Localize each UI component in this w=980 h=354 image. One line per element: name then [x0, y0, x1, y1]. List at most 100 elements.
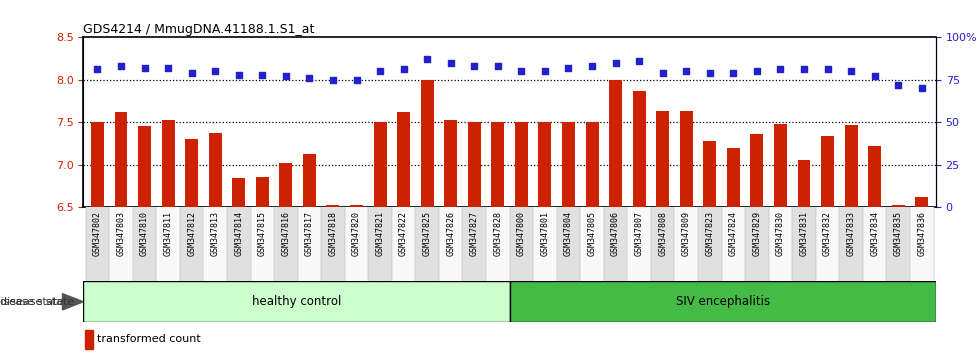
- Bar: [815, 207, 839, 281]
- Bar: [915, 197, 928, 207]
- Bar: [586, 122, 599, 207]
- Text: GSM347815: GSM347815: [258, 211, 267, 256]
- Point: [914, 85, 930, 91]
- Bar: [510, 281, 936, 322]
- Bar: [85, 330, 93, 349]
- Bar: [610, 80, 622, 207]
- Bar: [467, 122, 481, 207]
- Text: GSM347829: GSM347829: [753, 211, 761, 256]
- Bar: [326, 205, 339, 207]
- Text: GSM347814: GSM347814: [234, 211, 243, 256]
- Point: [514, 68, 529, 74]
- Bar: [157, 207, 180, 281]
- Bar: [345, 207, 368, 281]
- Point: [749, 68, 764, 74]
- Point: [372, 68, 388, 74]
- Text: transformed count: transformed count: [97, 334, 201, 344]
- Point: [208, 68, 223, 74]
- Bar: [420, 80, 433, 207]
- Bar: [845, 125, 858, 207]
- Bar: [185, 139, 198, 207]
- Text: GSM347813: GSM347813: [211, 211, 220, 256]
- Bar: [910, 207, 934, 281]
- Bar: [463, 207, 486, 281]
- Text: GSM347822: GSM347822: [399, 211, 408, 256]
- Point: [443, 60, 459, 65]
- Bar: [138, 126, 151, 207]
- Bar: [562, 122, 575, 207]
- Bar: [274, 207, 298, 281]
- Point: [255, 72, 270, 78]
- Point: [113, 63, 128, 69]
- Bar: [91, 122, 104, 207]
- Point: [136, 65, 152, 70]
- Bar: [627, 207, 651, 281]
- Bar: [180, 207, 204, 281]
- Point: [608, 60, 623, 65]
- Text: GSM347812: GSM347812: [187, 211, 196, 256]
- Bar: [368, 207, 392, 281]
- Text: healthy control: healthy control: [252, 295, 341, 308]
- Bar: [674, 207, 698, 281]
- Text: GSM347828: GSM347828: [493, 211, 503, 256]
- Point: [772, 67, 788, 72]
- Point: [655, 70, 670, 76]
- Point: [419, 56, 435, 62]
- Text: GSM347833: GSM347833: [847, 211, 856, 256]
- Bar: [839, 207, 862, 281]
- Point: [819, 67, 835, 72]
- Bar: [887, 207, 910, 281]
- Bar: [704, 141, 716, 207]
- Point: [302, 75, 318, 81]
- Bar: [680, 111, 693, 207]
- Text: GSM347825: GSM347825: [422, 211, 431, 256]
- Bar: [580, 207, 604, 281]
- Text: GSM347805: GSM347805: [588, 211, 597, 256]
- Bar: [83, 281, 510, 322]
- Bar: [892, 205, 905, 207]
- Point: [702, 70, 717, 76]
- Bar: [397, 112, 410, 207]
- Text: GSM347806: GSM347806: [612, 211, 620, 256]
- Text: GSM347808: GSM347808: [659, 211, 667, 256]
- Bar: [533, 207, 557, 281]
- Text: GSM347836: GSM347836: [917, 211, 926, 256]
- Text: GSM347803: GSM347803: [117, 211, 125, 256]
- Text: GSM347811: GSM347811: [164, 211, 172, 256]
- Bar: [868, 146, 881, 207]
- Bar: [514, 122, 528, 207]
- Text: GDS4214 / MmugDNA.41188.1.S1_at: GDS4214 / MmugDNA.41188.1.S1_at: [83, 23, 315, 36]
- Bar: [232, 178, 245, 207]
- Text: GSM347802: GSM347802: [93, 211, 102, 256]
- Bar: [109, 207, 132, 281]
- Bar: [727, 148, 740, 207]
- Text: GSM347834: GSM347834: [870, 211, 879, 256]
- Bar: [745, 207, 768, 281]
- Bar: [821, 136, 834, 207]
- Text: GSM347809: GSM347809: [682, 211, 691, 256]
- Point: [891, 82, 907, 87]
- Text: GSM347807: GSM347807: [635, 211, 644, 256]
- Text: GSM347801: GSM347801: [540, 211, 550, 256]
- Point: [349, 77, 365, 82]
- Text: GSM347823: GSM347823: [706, 211, 714, 256]
- Point: [231, 72, 247, 78]
- Text: GSM347820: GSM347820: [352, 211, 361, 256]
- Text: disease state: disease state: [0, 297, 64, 307]
- Bar: [209, 133, 221, 207]
- Point: [537, 68, 553, 74]
- Point: [325, 77, 341, 82]
- Point: [584, 63, 600, 69]
- Text: GSM347835: GSM347835: [894, 211, 903, 256]
- Point: [466, 63, 482, 69]
- Point: [490, 63, 506, 69]
- Bar: [321, 207, 345, 281]
- Point: [184, 70, 200, 76]
- Bar: [204, 207, 227, 281]
- Bar: [132, 207, 157, 281]
- Point: [396, 67, 412, 72]
- Bar: [85, 207, 109, 281]
- Bar: [279, 163, 292, 207]
- Point: [725, 70, 741, 76]
- Bar: [251, 207, 274, 281]
